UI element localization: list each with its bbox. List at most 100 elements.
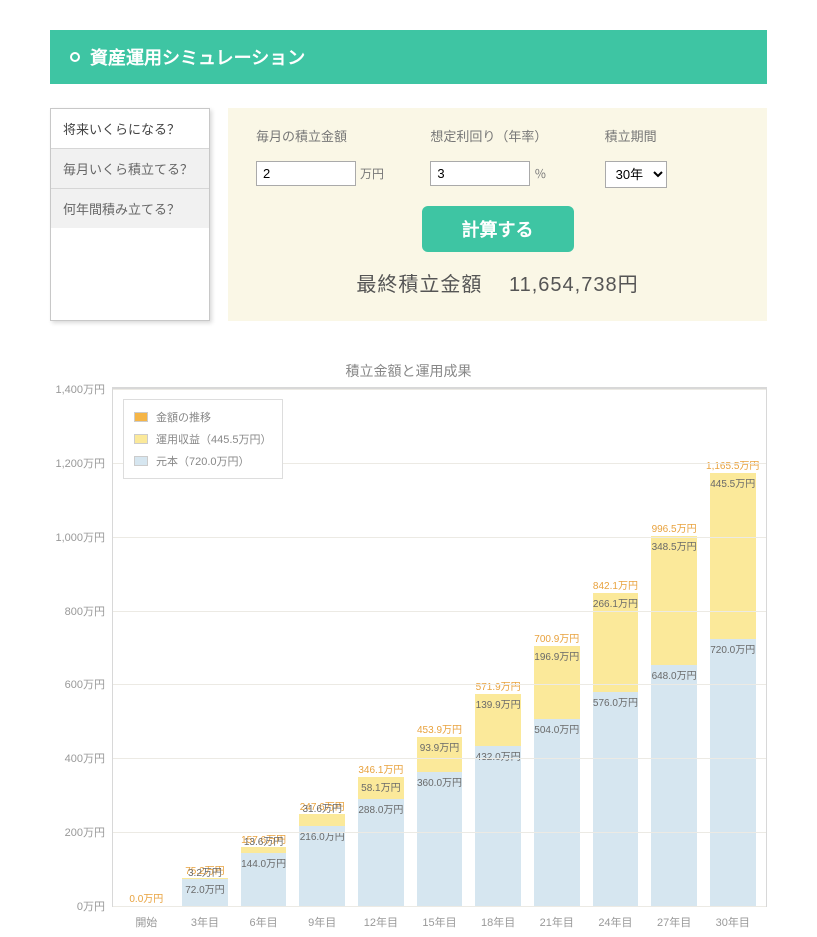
xtick-label: 18年目 <box>481 906 515 930</box>
bar-segment-principal: 360.0万円 <box>417 772 463 906</box>
monthly-label: 毎月の積立金額 <box>256 126 390 145</box>
bar-segment-returns: 346.1万円58.1万円 <box>358 777 404 799</box>
bar-slot: 9年目247.6万円31.6万円216.0万円 <box>293 389 352 906</box>
controls-row: 将来いくらになる？毎月いくら積立てる？何年間積み立てる？ 毎月の積立金額 万円 … <box>50 108 767 321</box>
bar-returns-label: 93.9万円 <box>420 739 459 754</box>
result-label: 最終積立金額 <box>356 274 482 296</box>
legend-swatch-icon <box>134 456 148 466</box>
bar-segment-principal: 576.0万円 <box>593 692 639 906</box>
bar-total-label: 1,165.5万円 <box>706 457 759 472</box>
bar-segment-principal: 432.0万円 <box>475 746 521 906</box>
chart-gridline <box>113 611 766 612</box>
ytick-label: 400万円 <box>65 750 113 766</box>
result-line: 最終積立金額 11,654,738円 <box>256 268 739 297</box>
bar-principal-label: 432.0万円 <box>476 748 521 763</box>
legend-row: 元本（720.0万円） <box>134 450 272 472</box>
period-label: 積立期間 <box>605 126 739 145</box>
header-title: 資産運用シミュレーション <box>90 44 305 70</box>
ytick-label: 800万円 <box>65 603 113 619</box>
xtick-label: 3年目 <box>191 906 219 930</box>
chart-bar: 996.5万円348.5万円648.0万円 <box>651 536 697 906</box>
bar-total-label: 453.9万円 <box>417 721 462 736</box>
chart-gridline <box>113 906 766 907</box>
chart-bar: 75.2万円3.2万円72.0万円 <box>182 878 228 906</box>
bar-segment-principal: 504.0万円 <box>534 719 580 906</box>
chart-title: 積立金額と運用成果 <box>50 361 767 381</box>
form-panel: 毎月の積立金額 万円 想定利回り（年率） ％ 積立期間 30年 <box>228 108 767 321</box>
tab-list: 将来いくらになる？毎月いくら積立てる？何年間積み立てる？ <box>50 108 210 321</box>
bar-segment-principal: 288.0万円 <box>358 799 404 906</box>
ytick-label: 0万円 <box>77 898 113 914</box>
xtick-label: 24年目 <box>598 906 632 930</box>
bar-returns-label: 266.1万円 <box>593 595 638 610</box>
bar-principal-label: 144.0万円 <box>241 855 286 870</box>
legend-row: 運用収益（445.5万円） <box>134 428 272 450</box>
field-monthly: 毎月の積立金額 万円 <box>256 126 390 188</box>
chart-bar: 1,165.5万円445.5万円 720.0万円 <box>710 473 756 906</box>
xtick-label: 30年目 <box>716 906 750 930</box>
bar-returns-label: 139.9万円 <box>476 696 521 711</box>
chart-gridline <box>113 537 766 538</box>
rate-unit: ％ <box>534 165 546 182</box>
bar-slot: 24年目842.1万円266.1万円576.0万円 <box>586 389 645 906</box>
tab-item-2[interactable]: 何年間積み立てる？ <box>51 189 209 228</box>
bar-principal-label: 216.0万円 <box>300 828 345 843</box>
chart-bar: 157.6万円13.6万円144.0万円 <box>241 847 287 906</box>
xtick-label: 21年目 <box>540 906 574 930</box>
chart-gridline <box>113 758 766 759</box>
ytick-label: 1,200万円 <box>55 455 113 471</box>
bar-slot: 12年目346.1万円58.1万円288.0万円 <box>352 389 411 906</box>
legend-label: 元本（720.0万円） <box>156 453 250 469</box>
bar-slot: 15年目453.9万円93.9万円360.0万円 <box>410 389 469 906</box>
bar-segment-returns: 453.9万円93.9万円 <box>417 737 463 772</box>
calculate-button[interactable]: 計算する <box>422 206 574 252</box>
chart-gridline <box>113 684 766 685</box>
bar-segment-returns: 1,165.5万円445.5万円 <box>710 473 756 638</box>
field-rate: 想定利回り（年率） ％ <box>430 126 564 188</box>
legend-label: 運用収益（445.5万円） <box>156 431 272 447</box>
bar-segment-principal: 648.0万円 <box>651 665 697 906</box>
rate-label: 想定利回り（年率） <box>430 126 564 145</box>
header-bullet-icon <box>70 52 80 62</box>
ytick-label: 1,400万円 <box>55 381 113 397</box>
bar-returns-label: 3.2万円 <box>188 864 222 879</box>
chart-bar: 842.1万円266.1万円576.0万円 <box>593 593 639 906</box>
monthly-input[interactable] <box>256 161 356 186</box>
chart-plot: 金額の推移運用収益（445.5万円）元本（720.0万円） 開始0.0万円3年目… <box>112 388 767 907</box>
period-select[interactable]: 30年 <box>605 161 667 188</box>
bar-total-label: 346.1万円 <box>358 761 403 776</box>
bar-principal-label: 504.0万円 <box>534 721 579 736</box>
chart-bar: 247.6万円31.6万円216.0万円 <box>299 814 345 906</box>
bar-segment-principal: 720.0万円 <box>710 639 756 906</box>
chart-legend: 金額の推移運用収益（445.5万円） 元本（720.0万円） <box>123 399 283 479</box>
xtick-label: 9年目 <box>308 906 336 930</box>
chart-gridline <box>113 389 766 390</box>
bar-returns-label: 196.9万円 <box>534 648 579 663</box>
bar-principal-label: 648.0万円 <box>652 667 697 682</box>
ytick-label: 200万円 <box>65 824 113 840</box>
bar-returns-label: 445.5万円 <box>710 475 755 490</box>
legend-label: 金額の推移 <box>156 409 211 425</box>
chart-bar: 453.9万円93.9万円360.0万円 <box>417 737 463 906</box>
legend-swatch-icon <box>134 434 148 444</box>
bar-slot: 21年目700.9万円196.9万円504.0万円 <box>527 389 586 906</box>
tab-item-1[interactable]: 毎月いくら積立てる？ <box>51 149 209 189</box>
bar-total-label: 700.9万円 <box>534 630 579 645</box>
bar-segment-principal: 72.0万円 <box>182 879 228 906</box>
xtick-label: 開始 <box>135 906 157 930</box>
page-header: 資産運用シミュレーション <box>50 30 767 84</box>
bar-returns-label: 348.5万円 <box>652 538 697 553</box>
bar-slot: 18年目571.9万円139.9万円432.0万円 <box>469 389 528 906</box>
legend-row: 金額の推移 <box>134 406 272 428</box>
bar-segment-principal: 144.0万円 <box>241 853 287 906</box>
chart-section: 積立金額と運用成果 金額の推移運用収益（445.5万円）元本（720.0万円） … <box>50 361 767 907</box>
bar-segment-returns: 842.1万円266.1万円 <box>593 593 639 692</box>
tab-item-0[interactable]: 将来いくらになる？ <box>51 109 209 149</box>
bar-principal-label: 720.0万円 <box>710 641 755 656</box>
rate-input[interactable] <box>430 161 530 186</box>
xtick-label: 6年目 <box>250 906 278 930</box>
ytick-label: 1,000万円 <box>55 529 113 545</box>
xtick-label: 27年目 <box>657 906 691 930</box>
chart-gridline <box>113 832 766 833</box>
bar-principal-label: 72.0万円 <box>185 881 224 896</box>
